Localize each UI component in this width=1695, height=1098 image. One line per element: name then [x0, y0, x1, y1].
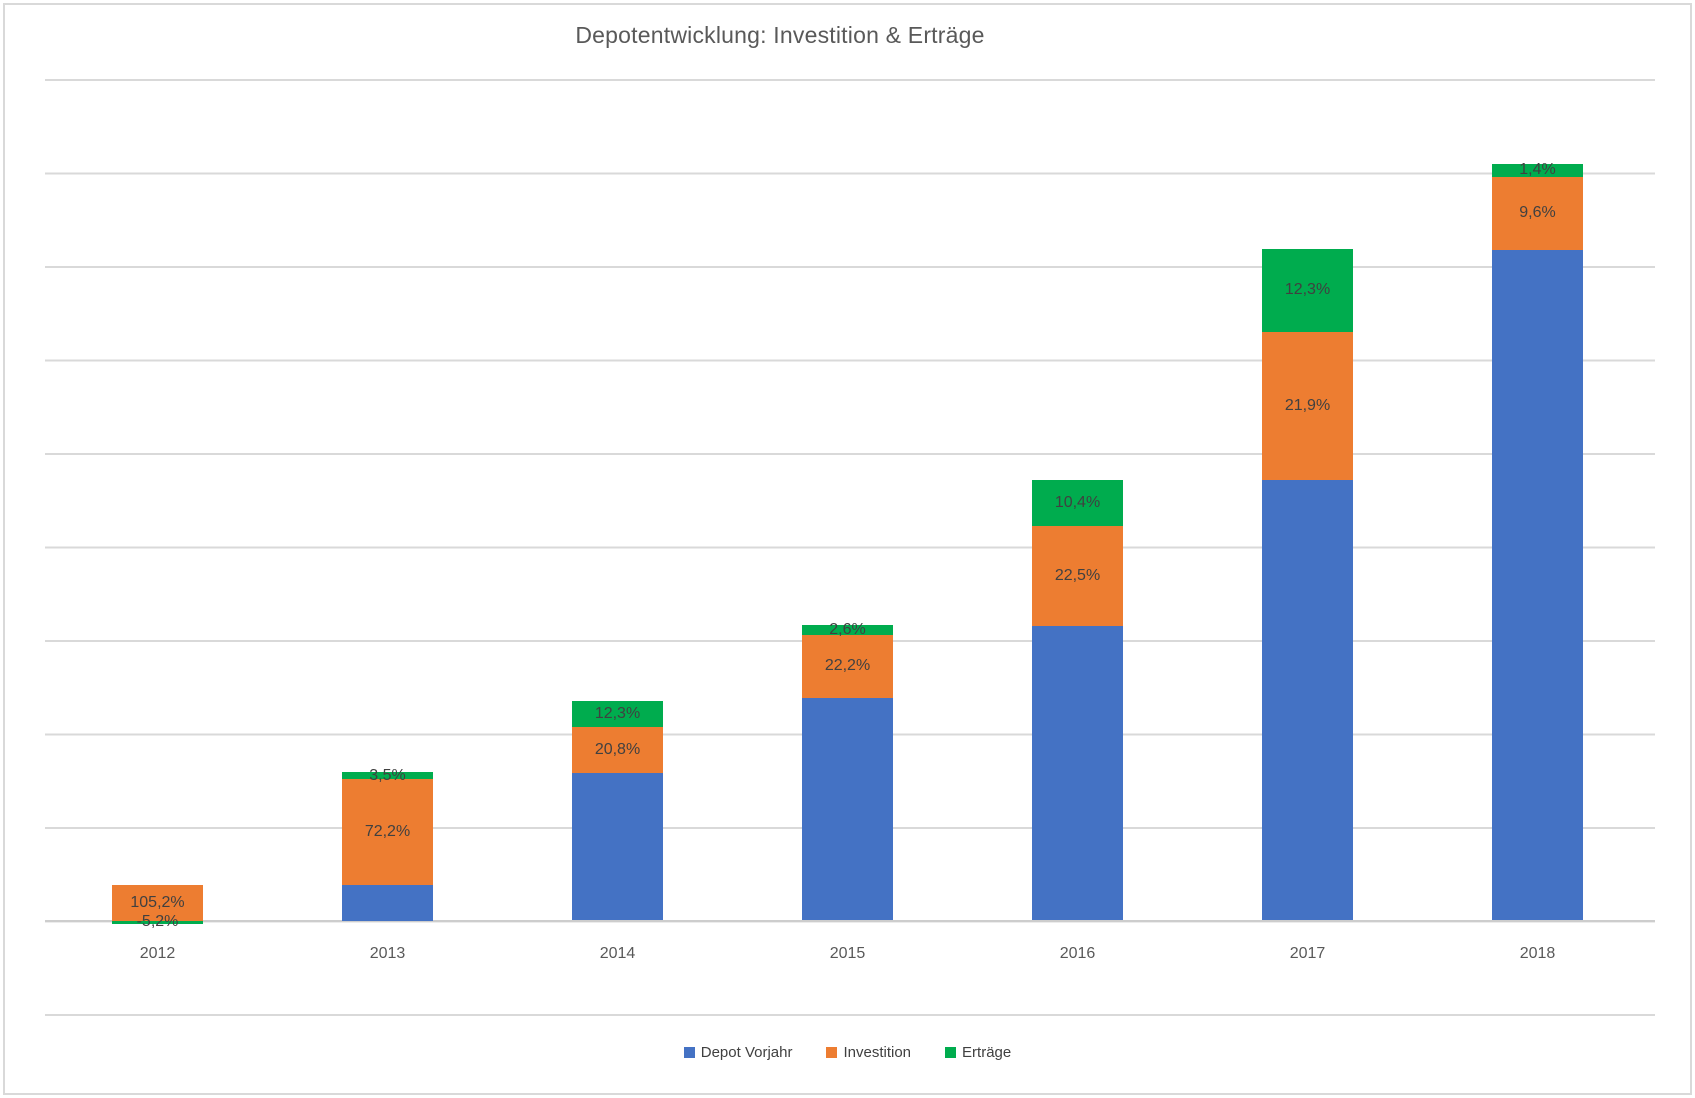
bar-segment-ertraege-2013[interactable]: [342, 772, 433, 780]
legend-marker-icon-investition: [826, 1047, 838, 1058]
x-axis-label-2018: 2018: [1519, 944, 1556, 962]
bar-segment-ertraege-2015[interactable]: [802, 624, 893, 635]
bar-segment-ertraege-2016[interactable]: [1032, 479, 1123, 526]
x-axis-label-2014: 2014: [599, 944, 636, 962]
data-label-ertraege-2012: -5,2%: [136, 913, 179, 931]
bar-segment-ertraege-2017[interactable]: [1262, 248, 1353, 332]
bar-segment-investition-2015[interactable]: [802, 634, 893, 698]
x-axis-label-2017: 2017: [1289, 944, 1326, 962]
data-label-ertraege-2013: 3,5%: [369, 766, 406, 784]
x-axis-label-2015: 2015: [829, 944, 866, 962]
bar-segment-investition-2018[interactable]: [1492, 176, 1583, 250]
data-label-ertraege-2015: 2,6%: [829, 620, 866, 638]
data-label-investition-2013: 72,2%: [364, 823, 411, 841]
legend-label-depot_vorjahr: Depot Vorjahr: [700, 1044, 793, 1061]
bar-segment-depot_vorjahr-2018[interactable]: [1492, 250, 1583, 921]
bar-segment-depot_vorjahr-2015[interactable]: [802, 697, 893, 921]
data-label-investition-2012: 105,2%: [130, 893, 185, 911]
data-label-investition-2014: 20,8%: [594, 740, 641, 758]
bar-segment-investition-2014[interactable]: [572, 726, 663, 773]
bar-segment-investition-2013[interactable]: [342, 779, 433, 886]
bar-segment-investition-2016[interactable]: [1032, 525, 1123, 626]
bar-segment-ertraege-2012[interactable]: [112, 920, 203, 925]
legend-label-investition: Investition: [843, 1044, 912, 1061]
x-axis-label-2013: 2013: [369, 944, 406, 962]
data-label-investition-2015: 22,2%: [824, 657, 871, 675]
legend-item-depot_vorjahr[interactable]: Depot Vorjahr: [683, 1044, 793, 1061]
data-label-ertraege-2016: 10,4%: [1054, 493, 1101, 511]
legend-marker-icon-depot_vorjahr: [683, 1047, 695, 1058]
bar-segment-depot_vorjahr-2013[interactable]: [342, 885, 433, 921]
plot-area: 105,2% -5,2% 2012 72,2% 3,5% 2013 20,8% 12,3% 20…: [45, 79, 1655, 1016]
data-label-ertraege-2017: 12,3%: [1284, 281, 1331, 299]
data-label-ertraege-2018: 1,4%: [1519, 161, 1556, 179]
bar-segment-ertraege-2014[interactable]: [572, 700, 663, 727]
data-label-investition-2018: 9,6%: [1519, 204, 1556, 222]
x-axis-label-2016: 2016: [1059, 944, 1096, 962]
legend-label-ertraege: Erträge: [962, 1044, 1012, 1061]
data-label-investition-2016: 22,5%: [1054, 566, 1101, 584]
legend: Depot Vorjahr Investition Erträge: [0, 1044, 1695, 1061]
data-label-investition-2017: 21,9%: [1284, 396, 1331, 414]
bar-segment-depot_vorjahr-2016[interactable]: [1032, 625, 1123, 921]
x-axis-label-2012: 2012: [139, 944, 176, 962]
legend-item-ertraege[interactable]: Erträge: [945, 1044, 1011, 1061]
bar-segment-ertraege-2018[interactable]: [1492, 163, 1583, 177]
legend-marker-icon-ertraege: [945, 1047, 957, 1058]
bar-segment-investition-2012[interactable]: [112, 885, 203, 921]
bar-segment-depot_vorjahr-2014[interactable]: [572, 772, 663, 921]
chart-title: Depotentwicklung: Investition & Erträge: [575, 22, 985, 48]
legend-item-investition[interactable]: Investition: [826, 1044, 911, 1061]
x-axis-line: [45, 920, 1655, 922]
data-label-ertraege-2014: 12,3%: [594, 704, 641, 722]
bar-segment-investition-2017[interactable]: [1262, 331, 1353, 480]
bar-segment-depot_vorjahr-2017[interactable]: [1262, 479, 1353, 921]
